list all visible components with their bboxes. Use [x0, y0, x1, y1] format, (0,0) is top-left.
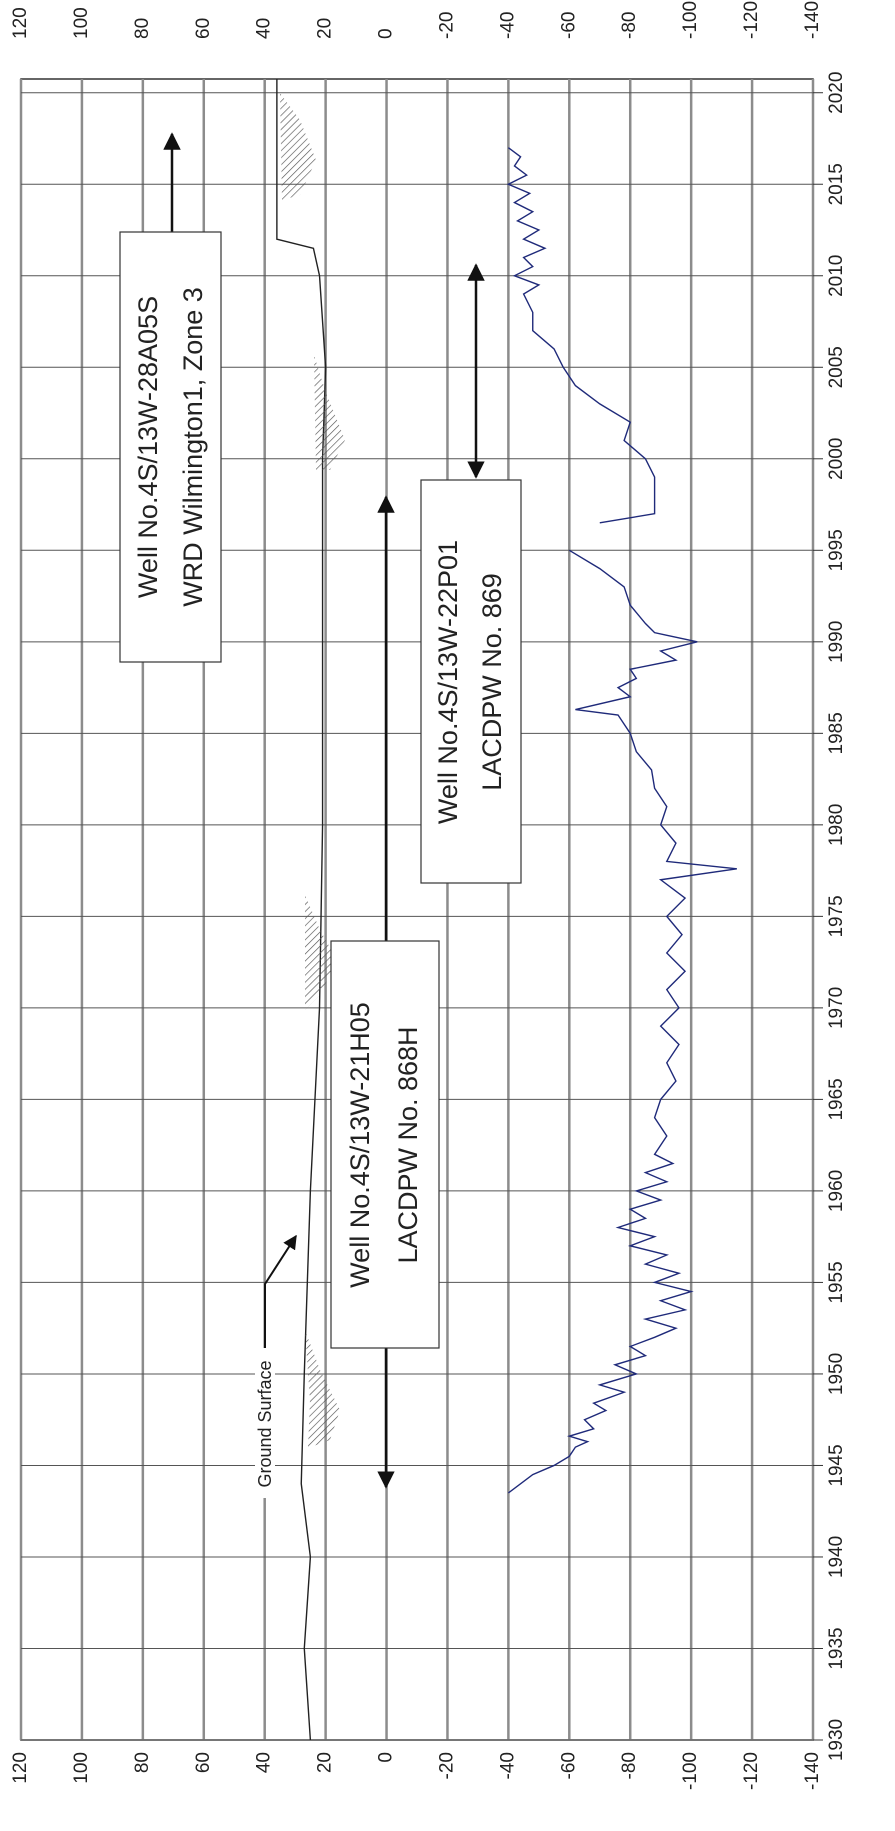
- y-tick-label: -60: [558, 1752, 579, 1779]
- y-tick-label: -60: [558, 12, 579, 39]
- annotation: Well No.4S/13W-21H05: [345, 1002, 375, 1288]
- x-tick-label: 1955: [826, 1261, 847, 1303]
- y-tick-label: 120: [10, 7, 31, 39]
- y-tick-label: 0: [376, 28, 397, 39]
- y-tick-label: -40: [497, 1752, 518, 1779]
- x-tick-label: 1935: [826, 1627, 847, 1669]
- x-tick-label: 2005: [826, 346, 847, 388]
- series-line: [506, 147, 737, 1494]
- y-tick-label: 20: [315, 18, 336, 39]
- x-tick-label: 1930: [826, 1719, 847, 1761]
- y-tick-label: -40: [497, 12, 518, 39]
- label-box: [119, 231, 222, 663]
- y-tick-label: 100: [71, 1752, 92, 1784]
- y-tick-label: -20: [436, 12, 457, 39]
- x-tick-label: 1960: [826, 1170, 847, 1212]
- annotation: Well No.4S/13W-22P01: [433, 540, 463, 824]
- y-tick-label: 80: [132, 18, 153, 39]
- x-tick-label: 1965: [826, 1078, 847, 1120]
- screen-interval: [305, 1330, 340, 1448]
- y-tick-label: -140: [802, 1752, 823, 1790]
- x-tick-label: 2010: [826, 255, 847, 297]
- y-tick-label: 20: [315, 1752, 336, 1773]
- x-tick-label: 1945: [826, 1444, 847, 1486]
- label-bg: [255, 1348, 275, 1498]
- plot-area: 120120100100808060604040202000-20-20-40-…: [10, 1, 847, 1790]
- y-tick-label: 100: [71, 7, 92, 39]
- x-tick-label: 1980: [826, 804, 847, 846]
- screen-interval: [305, 895, 337, 1010]
- y-tick-label: -100: [680, 1752, 701, 1790]
- annotations: Well No.4S/13W-28A05S WRD Wilmington1, Z…: [119, 93, 522, 1498]
- x-tick-label: 1950: [826, 1353, 847, 1395]
- x-tick-label: 2020: [826, 72, 847, 114]
- label-box: [420, 479, 522, 884]
- y-tick-label: 60: [193, 1752, 214, 1773]
- y-tick-label: 120: [10, 1752, 31, 1784]
- series-line: [276, 79, 327, 1741]
- annotation: LACDPW No. 868H: [393, 1026, 423, 1263]
- y-tick-label: -120: [741, 1, 762, 39]
- annotation: WRD Wilmington1, Zone 3: [178, 287, 208, 607]
- y-tick-label: -20: [436, 1752, 457, 1779]
- x-tick-label: 1975: [826, 895, 847, 937]
- annotation: Ground Surface: [255, 1360, 275, 1487]
- y-tick-label: 40: [254, 18, 275, 39]
- x-tick-label: 1990: [826, 621, 847, 663]
- annotation: Well No.4S/13W-28A05S: [133, 296, 163, 598]
- y-tick-label: 80: [132, 1752, 153, 1773]
- annotation: LACDPW No. 869: [477, 573, 507, 791]
- y-tick-label: 0: [376, 1752, 397, 1763]
- screen-interval: [314, 355, 345, 470]
- screen-interval: [280, 93, 316, 200]
- y-tick-label: 60: [193, 18, 214, 39]
- x-tick-label: 2000: [826, 438, 847, 480]
- y-tick-label: -120: [741, 1752, 762, 1790]
- y-tick-label: 40: [254, 1752, 275, 1773]
- x-tick-label: 1940: [826, 1536, 847, 1578]
- x-tick-label: 2015: [826, 163, 847, 205]
- arrow: [264, 1234, 297, 1348]
- x-tick-label: 1995: [826, 529, 847, 571]
- x-tick-label: 1970: [826, 987, 847, 1029]
- y-tick-label: -100: [680, 1, 701, 39]
- x-tick-label: 1985: [826, 712, 847, 754]
- y-tick-label: -140: [802, 1, 823, 39]
- label-box: [330, 940, 440, 1349]
- y-tick-label: -80: [619, 12, 640, 39]
- y-tick-label: -80: [619, 1752, 640, 1779]
